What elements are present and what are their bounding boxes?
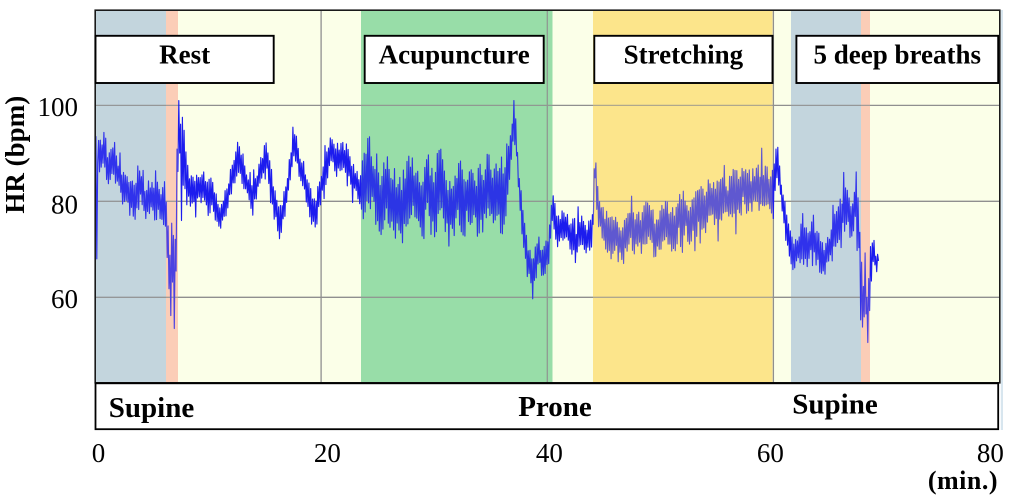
svg-text:Acupuncture: Acupuncture [379,39,530,69]
svg-text:0: 0 [92,438,106,468]
svg-text:40: 40 [536,438,563,468]
svg-text:80: 80 [977,438,1004,468]
svg-text:20: 20 [314,438,341,468]
svg-text:HR (bpm): HR (bpm) [0,96,30,214]
svg-text:Supine: Supine [109,392,195,424]
svg-text:Prone: Prone [518,391,592,423]
svg-text:100: 100 [38,92,79,122]
svg-text:Stretching: Stretching [624,39,744,69]
svg-text:5 deep breaths: 5 deep breaths [814,39,982,69]
svg-text:(min.): (min.) [928,466,998,495]
svg-text:Supine: Supine [792,389,878,421]
svg-text:80: 80 [51,190,78,220]
svg-text:60: 60 [51,284,78,314]
svg-text:60: 60 [757,438,784,468]
svg-text:Rest: Rest [159,39,210,69]
